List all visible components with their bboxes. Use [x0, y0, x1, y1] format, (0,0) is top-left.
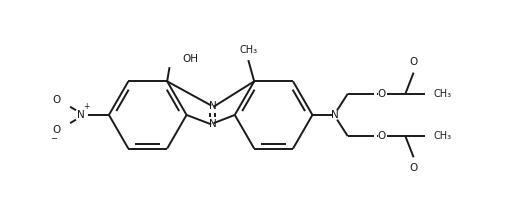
Text: CH₃: CH₃	[433, 131, 452, 141]
Text: O: O	[409, 57, 418, 67]
Text: +: +	[84, 102, 90, 111]
Text: O: O	[378, 89, 386, 99]
Text: O: O	[409, 163, 418, 173]
Text: −: −	[50, 134, 57, 143]
Text: O: O	[52, 95, 61, 105]
Text: N: N	[331, 110, 339, 120]
Text: N: N	[77, 110, 85, 120]
Text: N: N	[209, 101, 216, 110]
Text: CH₃: CH₃	[239, 45, 257, 56]
Text: O: O	[52, 125, 61, 135]
Text: O: O	[378, 131, 386, 141]
Text: CH₃: CH₃	[433, 89, 452, 99]
Text: N: N	[209, 119, 216, 129]
Text: OH: OH	[183, 54, 198, 64]
